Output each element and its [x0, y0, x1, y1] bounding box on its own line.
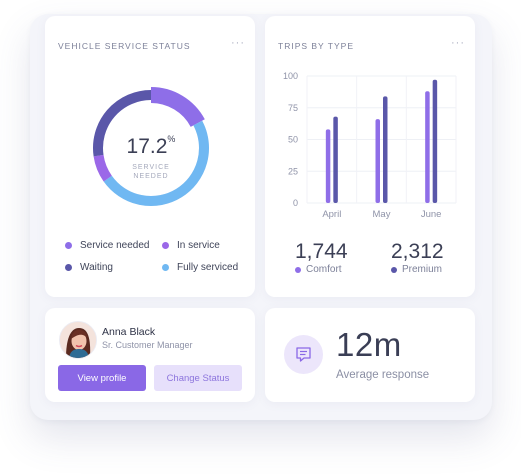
- donut-caption: SERVICE NEEDED: [90, 163, 212, 181]
- avatar: [59, 321, 97, 359]
- y-tick-label: 0: [293, 198, 298, 208]
- person-role: Sr. Customer Manager: [102, 340, 193, 350]
- legend-dot: [65, 242, 72, 249]
- donut-segment-in-service: [93, 154, 112, 182]
- view-profile-button[interactable]: View profile: [58, 365, 146, 391]
- x-tick-label: May: [373, 209, 391, 220]
- response-value: 12m: [336, 326, 402, 363]
- donut-ring: [93, 87, 209, 206]
- legend-label: Premium: [402, 264, 443, 275]
- trips-by-type-card: TRIPS BY TYPE ··· 100 75 50 25 0 April May June…: [265, 16, 475, 297]
- bar-chart: 100 75 50 25 0 April May June: [283, 71, 457, 220]
- y-tick-label: 50: [288, 135, 298, 145]
- card-title: TRIPS BY TYPE: [278, 41, 354, 51]
- donut-value: 17.2%: [90, 134, 212, 159]
- avatar-image: [60, 322, 96, 358]
- donut-chart: 17.2% SERVICE NEEDED: [90, 87, 212, 209]
- legend-dot: [391, 266, 397, 273]
- x-tick-label: April: [322, 209, 341, 220]
- donut-caption-line: NEEDED: [133, 173, 169, 180]
- average-response-card: 12m Average response: [265, 308, 475, 402]
- donut-caption-line: SERVICE: [132, 164, 170, 171]
- donut-unit: %: [167, 134, 176, 144]
- bar-comfort-april: [325, 129, 331, 203]
- bar-premium-may: [383, 96, 388, 203]
- message-icon: [296, 347, 311, 362]
- vehicle-service-status-card: VEHICLE SERVICE STATUS ··· 17.2% SERVICE…: [45, 16, 255, 297]
- legend-label: Comfort: [306, 264, 342, 275]
- legend-item-fully-serviced: Fully serviced: [162, 262, 238, 273]
- change-status-button[interactable]: Change Status: [154, 365, 242, 391]
- profile-card: Anna Black Sr. Customer Manager View pro…: [45, 308, 255, 402]
- more-menu-icon[interactable]: ···: [231, 37, 245, 49]
- bar-premium-april: [333, 116, 338, 203]
- more-menu-icon[interactable]: ···: [451, 37, 465, 49]
- donut-segment-waiting: [93, 90, 152, 157]
- legend-item-in-service: In service: [162, 240, 220, 251]
- donut-percent: 17.2: [126, 135, 168, 158]
- message-icon-badge: [284, 335, 323, 374]
- donut-segment-fully-serviced: [103, 120, 209, 206]
- card-title: VEHICLE SERVICE STATUS: [58, 41, 191, 51]
- y-tick-label: 25: [288, 166, 298, 176]
- response-label: Average response: [336, 369, 430, 381]
- comfort-label: Comfort: [295, 264, 342, 275]
- premium-total: 2,312: [391, 240, 444, 263]
- y-tick-label: 75: [288, 103, 298, 113]
- x-tick-label: June: [421, 209, 442, 220]
- legend-dot: [65, 264, 72, 271]
- person-name: Anna Black: [102, 326, 156, 338]
- premium-label: Premium: [391, 264, 442, 275]
- comfort-total: 1,744: [295, 240, 348, 263]
- bar-comfort-may: [375, 119, 380, 203]
- donut-segment-service-needed: [150, 87, 205, 128]
- legend-item-service-needed: Service needed: [65, 240, 150, 251]
- legend-item-waiting: Waiting: [65, 262, 113, 273]
- legend-dot: [162, 264, 169, 271]
- bar-premium-june: [432, 79, 438, 203]
- legend-dot: [295, 266, 301, 273]
- y-tick-label: 100: [283, 71, 298, 81]
- legend-label: In service: [177, 240, 220, 251]
- bar-comfort-june: [425, 91, 430, 203]
- donut-center: 17.2% SERVICE NEEDED: [90, 87, 212, 209]
- legend-label: Fully serviced: [177, 262, 239, 273]
- legend-dot: [162, 242, 169, 249]
- legend-label: Waiting: [80, 262, 113, 273]
- legend-label: Service needed: [80, 240, 150, 251]
